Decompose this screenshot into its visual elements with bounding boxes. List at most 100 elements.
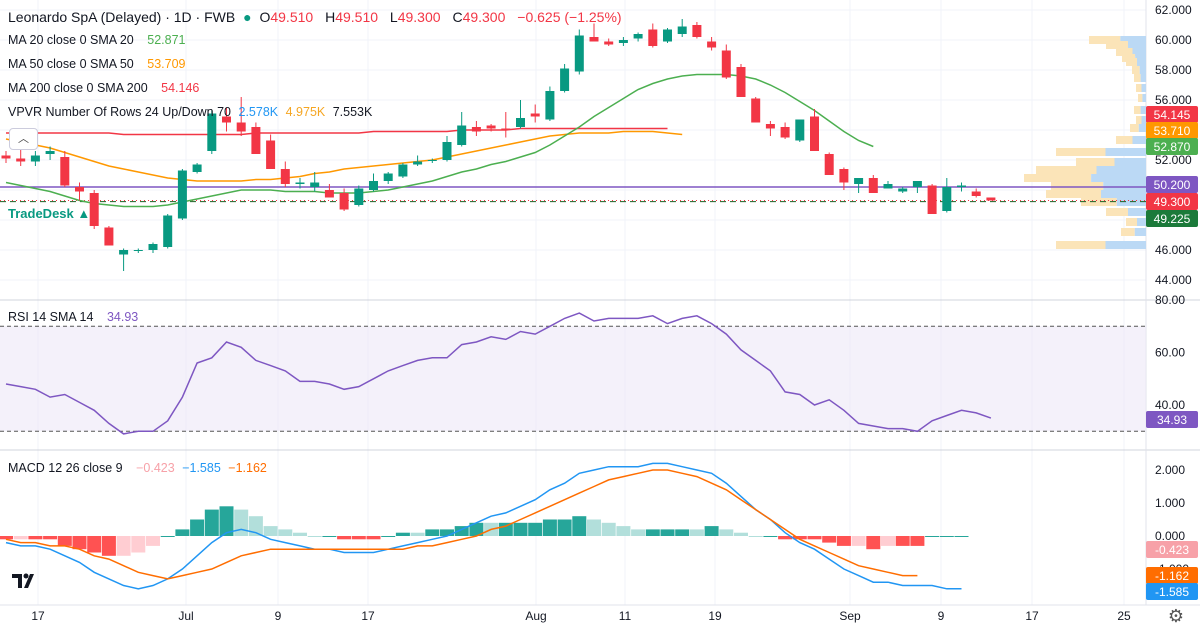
macd-tag-text: -1.162 [1155,569,1189,583]
macd-signal-value: −1.162 [228,461,267,475]
vpvr-up-bar [1137,218,1146,226]
macd-histogram-bar [587,519,601,536]
candle-body [633,34,643,39]
candle-body [177,170,187,219]
vpvr-down-bar [1076,158,1115,166]
vpvr-up-bar [1139,66,1146,74]
macd-histogram-bar [175,529,190,536]
high-value: H49.510 [325,9,379,25]
macd-histogram-bar [513,522,528,536]
macd-histogram-bar [469,522,484,536]
candle-body [398,164,408,177]
ma20-value: 52.871 [147,33,186,47]
macd-histogram-bar [28,536,43,540]
candle-body [133,250,143,251]
rsi-label: RSI 14 SMA 14 [8,310,94,324]
candle-body [192,164,202,172]
macd-histogram-bar [792,536,807,540]
macd-histogram-bar [881,536,895,546]
macd-histogram-bar [263,526,278,536]
vpvr-up-bar [1134,228,1146,236]
price-tag-signal [1146,210,1198,227]
vpvr-down-bar [1121,228,1135,236]
price-tag-ma50 [1146,122,1198,139]
candle-body [707,41,717,48]
candle-body [854,178,864,184]
vpvr-up-bar [1096,166,1146,174]
candle-body [604,41,614,45]
macd-tag [1146,583,1198,600]
macd-histogram-bar [675,529,690,536]
live-dot-icon: ● [243,9,252,25]
vpvr-up-bar [1137,58,1146,66]
macd-signal-line [5,469,918,580]
macd-legend[interactable]: MACD 12 26 close 9 −0.423 −1.585 −1.162 [8,461,271,475]
macd-histogram-bar [131,536,146,553]
ma50-line [5,130,683,182]
macd-histogram-bar [57,536,72,546]
time-tick-label: 9 [275,609,282,623]
candle-body [45,151,55,154]
vpvr-up-bar [1120,36,1146,44]
macd-histogram-bar [322,536,337,537]
time-tick-label: 25 [1117,609,1131,623]
time-tick-label: 11 [619,609,632,623]
candle-body [339,193,349,210]
low-value: L49.300 [389,9,441,25]
macd-histogram-bar [660,529,675,536]
ma20-legend[interactable]: MA 20 close 0 SMA 20 52.871 [8,33,189,47]
vpvr-down-bar [1106,208,1128,216]
price-tag-ma200 [1146,106,1198,123]
candle-body [971,191,981,196]
vpvr-up-bar [1140,106,1146,114]
macd-histogram-bar [116,536,131,556]
macd-histogram-bar [704,526,719,536]
time-tick-label: 9 [938,609,945,623]
macd-histogram-bar [910,536,925,546]
vpvr-down-bar [1138,94,1143,102]
macd-histogram-bar [146,536,160,546]
vpvr-up-bar [1128,41,1146,49]
candle-body [163,215,173,247]
vpvr-down-bar [1134,74,1141,82]
vpvr-down-bar [1056,148,1106,156]
macd-histogram-bar [0,536,13,540]
open-value: O49.510 [259,9,314,25]
macd-label: MACD 12 26 close 9 [8,461,123,475]
candle-body [868,178,878,193]
vpvr-down-bar [1106,41,1128,49]
tradingview-logo-icon[interactable] [10,568,42,594]
gear-icon[interactable]: ⚙ [1167,606,1185,626]
macd-histogram-bar [954,536,969,537]
collapse-legend-button[interactable]: ︿ [9,128,38,150]
vpvr-up: 2.578K [238,105,279,119]
candle-body [280,169,290,184]
candle-body [912,181,922,187]
macd-histogram-bar [43,536,58,540]
macd-histogram-bar [836,536,851,546]
price-tick-label: 52.000 [1155,153,1192,167]
candle-body [119,250,129,255]
rsi-band [0,326,1146,432]
candle-body [751,98,761,123]
vpvr-up-bar [1114,158,1146,166]
candle-body [75,187,84,192]
vpvr-down: 4.975K [285,105,326,119]
ma50-legend[interactable]: MA 50 close 0 SMA 50 53.709 [8,57,189,71]
candle-body [677,26,687,34]
candle-body [427,160,437,161]
candle-body [383,173,393,181]
price-tag-ma20 [1146,138,1198,155]
vpvr-down-bar [1046,190,1101,198]
rsi-tag-text: 34.93 [1157,413,1187,427]
vpvr-legend[interactable]: VPVR Number Of Rows 24 Up/Down 70 2.578K… [8,105,376,119]
price-tag-hline-text: 50.200 [1154,178,1191,192]
macd-histogram-bar [763,536,778,537]
candle-body [60,157,70,186]
rsi-legend[interactable]: RSI 14 SMA 14 34.93 [8,310,142,324]
ma200-line [6,127,668,136]
ma200-legend[interactable]: MA 200 close 0 SMA 200 54.146 [8,81,203,95]
macd-histogram-bar [454,526,469,536]
vpvr-up-bar [1091,174,1146,182]
